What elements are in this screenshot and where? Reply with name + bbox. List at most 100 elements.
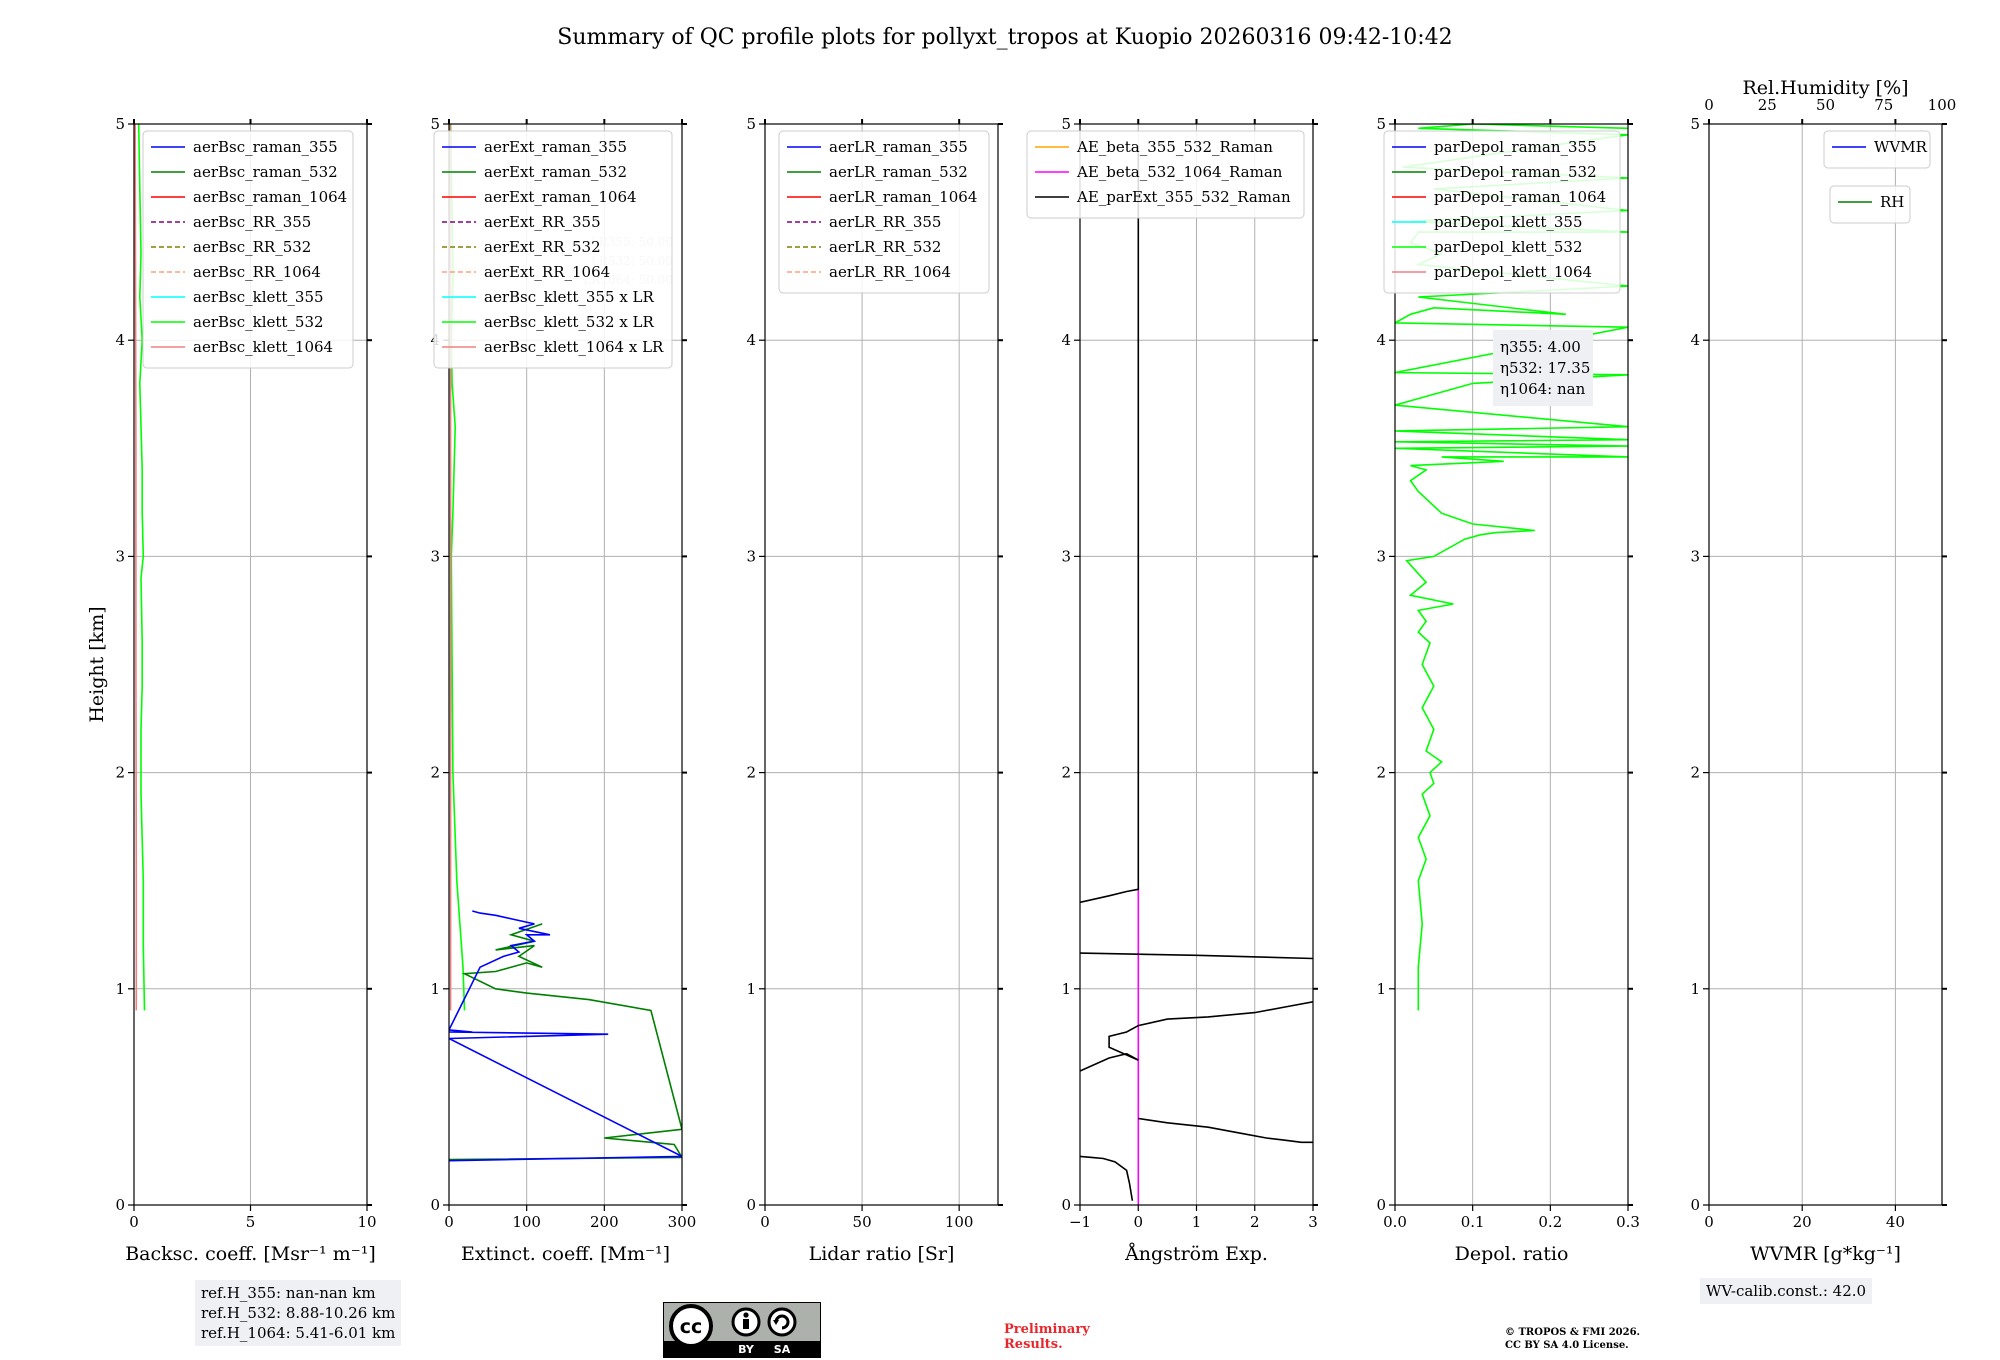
x-tick-label: 0 bbox=[1133, 1213, 1143, 1231]
legend: aerLR_raman_355 aerLR_raman_532 aerLR_rama… bbox=[778, 130, 990, 294]
legend-entry: parDepol_klett_355 bbox=[1434, 213, 1583, 231]
series-aerext-raman-355 bbox=[449, 910, 682, 1162]
y-tick-label: 1 bbox=[1061, 980, 1071, 998]
copyright-note: © TROPOS & FMI 2026. CC BY SA 4.0 Licens… bbox=[1505, 1326, 1640, 1352]
legend-entry: WVMR bbox=[1874, 138, 1928, 156]
legend-entry: AE_parExt_355_532_Raman bbox=[1076, 188, 1291, 206]
axes-frame bbox=[448, 123, 683, 1206]
chart-extinction: 0100200300012345Extinct. coeff. [Mm⁻¹]LR… bbox=[430, 115, 696, 1265]
y-tick-label: 2 bbox=[746, 764, 756, 782]
top-x-tick-label: 75 bbox=[1874, 96, 1893, 114]
x-tick-label: 40 bbox=[1886, 1213, 1905, 1231]
y-tick-label: 4 bbox=[1690, 331, 1700, 349]
legend-entry: parDepol_klett_1064 bbox=[1434, 263, 1592, 281]
legend-entry: aerLR_raman_1064 bbox=[829, 188, 977, 206]
x-tick-label: 0.1 bbox=[1461, 1213, 1485, 1231]
y-tick-label: 2 bbox=[1376, 764, 1386, 782]
y-tick-label: 2 bbox=[1061, 764, 1071, 782]
x-tick-label: 0.3 bbox=[1616, 1213, 1640, 1231]
legend-frame bbox=[1026, 130, 1305, 219]
x-axis-label: Extinct. coeff. [Mm⁻¹] bbox=[461, 1243, 670, 1265]
series-aerbsc-klett-1064 bbox=[134, 124, 138, 1011]
x-axis-label: Lidar ratio [Sr] bbox=[809, 1243, 955, 1265]
legend-entry: aerExt_raman_355 bbox=[484, 138, 627, 156]
y-tick-label: 5 bbox=[1061, 115, 1071, 133]
legend-frame bbox=[1829, 185, 1911, 224]
wv-calibration-constant: WV-calib.const.: 42.0 bbox=[1706, 1282, 1867, 1300]
legend-entry: AE_beta_532_1064_Raman bbox=[1076, 163, 1283, 181]
x-tick-label: 50 bbox=[853, 1213, 872, 1231]
y-tick-label: 4 bbox=[1061, 331, 1071, 349]
legend-entry: parDepol_raman_1064 bbox=[1434, 188, 1606, 206]
legend: aerBsc_raman_355 aerBsc_raman_532 aerBsc_r… bbox=[142, 130, 354, 369]
y-tick-label: 4 bbox=[1376, 331, 1386, 349]
top-x-tick-label: 25 bbox=[1758, 96, 1777, 114]
ref-height-1064: ref.H_1064: 5.41-6.01 km bbox=[201, 1324, 396, 1342]
cc-logo-text: cc bbox=[680, 1316, 703, 1338]
legend-frame bbox=[1823, 130, 1931, 169]
y-tick-label: 3 bbox=[430, 547, 440, 565]
y-tick-label: 0 bbox=[1061, 1196, 1071, 1214]
series-aerext-raman-532 bbox=[449, 923, 682, 1161]
y-tick-label: 0 bbox=[430, 1196, 440, 1214]
y-tick-label: 2 bbox=[430, 764, 440, 782]
x-tick-label: 0 bbox=[1704, 1213, 1714, 1231]
chart-backscatter: 0 5 10 0 1 2 3 4 5 Backsc. coeff. [Msr⁻¹ m⁻¹] Heig… bbox=[86, 115, 377, 1265]
y-tick-label: 5 bbox=[1376, 115, 1386, 133]
y-tick-label: 1 bbox=[1376, 980, 1386, 998]
x-tick-label: 0.2 bbox=[1538, 1213, 1562, 1231]
eta-annotation: η532: 17.35 bbox=[1500, 359, 1590, 377]
legend-entry: aerBsc_RR_1064 bbox=[193, 263, 321, 281]
y-tick-label: 3 bbox=[115, 547, 125, 565]
x-tick-label: 10 bbox=[357, 1213, 376, 1231]
axes-frame bbox=[1394, 123, 1629, 1206]
legend-entry: aerBsc_klett_532 bbox=[193, 313, 324, 331]
y-tick-label: 0 bbox=[1376, 1196, 1386, 1214]
top-x-tick-label: 50 bbox=[1816, 96, 1835, 114]
legend: parDepol_raman_355 parDepol_raman_532 parD… bbox=[1383, 130, 1621, 294]
y-tick-label: 1 bbox=[115, 980, 125, 998]
legend-entry: aerBsc_raman_1064 bbox=[193, 188, 347, 206]
y-tick-label: 2 bbox=[1690, 764, 1700, 782]
figure-title: Summary of QC profile plots for pollyxt_… bbox=[557, 25, 1452, 50]
x-tick-label: 0.0 bbox=[1383, 1213, 1407, 1231]
legend-frame bbox=[142, 130, 354, 369]
y-tick-label: 0 bbox=[746, 1196, 756, 1214]
legend-entry: AE_beta_355_532_Raman bbox=[1076, 138, 1273, 156]
x-axis-label: Backsc. coeff. [Msr⁻¹ m⁻¹] bbox=[125, 1243, 376, 1265]
series-ae-parext-355-532-raman bbox=[1080, 1155, 1134, 1201]
y-tick-label: 4 bbox=[746, 331, 756, 349]
ref-height-355: ref.H_355: nan-nan km bbox=[201, 1284, 376, 1302]
legend-entry: aerLR_raman_532 bbox=[829, 163, 968, 181]
top-x-axis-label: Rel.Humidity [%] bbox=[1742, 77, 1908, 99]
series-group bbox=[134, 124, 146, 1011]
y-tick-label: 5 bbox=[1690, 115, 1700, 133]
legend-entry: aerBsc_klett_1064 x LR bbox=[484, 338, 664, 356]
eta-annotation: η1064: nan bbox=[1500, 380, 1586, 398]
series-ae-parext-355-532-raman bbox=[1080, 952, 1313, 960]
ref-height-532: ref.H_532: 8.88-10.26 km bbox=[201, 1304, 396, 1322]
share-alike-icon bbox=[767, 1307, 797, 1337]
y-tick-label: 4 bbox=[115, 331, 125, 349]
copyright-line-1: © TROPOS & FMI 2026. bbox=[1505, 1327, 1641, 1338]
legend: WVMR bbox=[1823, 130, 1931, 169]
top-x-tick-label: 0 bbox=[1704, 96, 1714, 114]
eta-box bbox=[1493, 330, 1593, 406]
x-tick-label: 1 bbox=[1192, 1213, 1202, 1231]
series-group bbox=[1080, 145, 1313, 1205]
y-tick-label: 0 bbox=[1690, 1196, 1700, 1214]
eta-annotation: η355: 4.00 bbox=[1500, 338, 1581, 356]
x-tick-label: 100 bbox=[512, 1213, 541, 1231]
legend-frame bbox=[1383, 130, 1621, 294]
legend-entry: aerLR_raman_355 bbox=[829, 138, 968, 156]
cc-by-label: BY bbox=[738, 1343, 755, 1356]
legend-entry: aerBsc_raman_355 bbox=[193, 138, 338, 156]
legend-entry: RH bbox=[1880, 193, 1904, 211]
top-x-tick-label: 100 bbox=[1928, 96, 1957, 114]
cc-license-badge: cc BY SA bbox=[663, 1302, 821, 1358]
legend: AE_beta_355_532_Raman AE_beta_532_1064_Ra… bbox=[1026, 130, 1305, 219]
legend-frame bbox=[778, 130, 990, 294]
series-aerbsc-klett-532 bbox=[137, 124, 146, 1011]
legend-entry: aerBsc_RR_532 bbox=[193, 238, 311, 256]
